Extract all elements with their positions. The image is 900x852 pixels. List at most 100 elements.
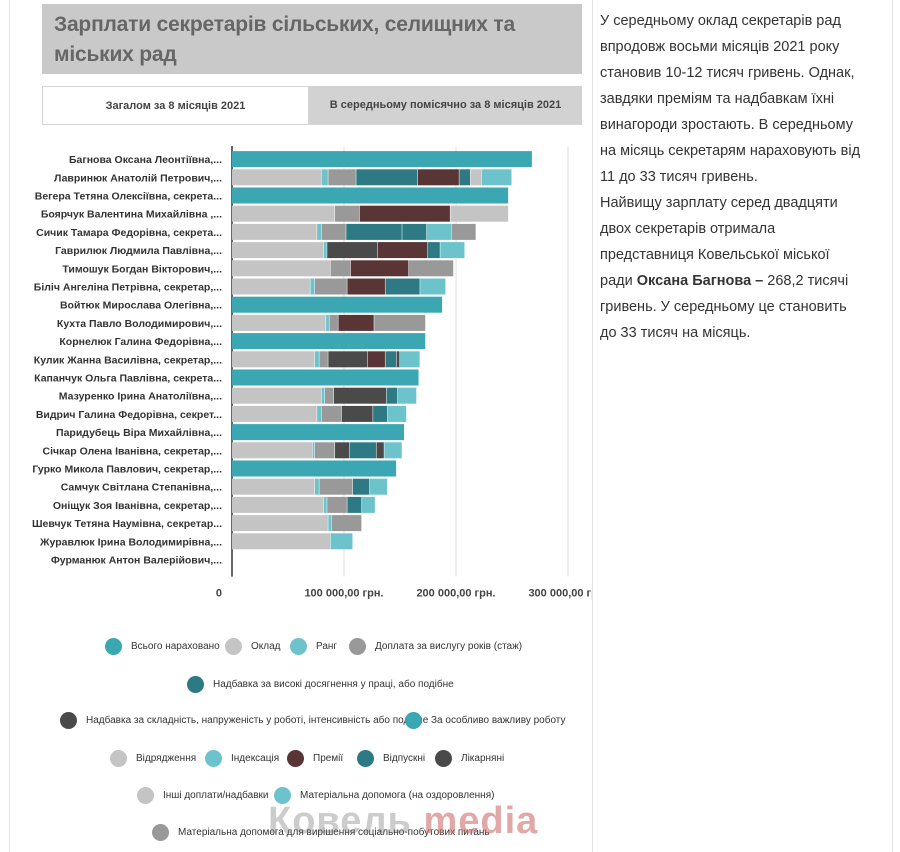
- side-paragraph-1: У середньому оклад секретарів рад впродо…: [600, 13, 861, 185]
- category-label: Самчук Світлана Степанівна,...: [61, 482, 222, 494]
- category-label: Кухта Павло Володимирович,...: [57, 318, 222, 330]
- legend-item[interactable]: Доплата за вислугу років (стаж): [349, 638, 522, 655]
- bar-segment: [356, 169, 418, 186]
- watermark-part-1: Ковель: [268, 800, 424, 842]
- legend-item[interactable]: Ранг: [290, 638, 337, 655]
- legend-dot-icon: [152, 824, 169, 841]
- legend-item[interactable]: Матеріальна допомога для вирішення соціа…: [152, 824, 490, 841]
- legend-label: Індексація: [231, 753, 280, 764]
- bar-segment: [377, 242, 428, 259]
- x-tick-label: 200 000,00 грн.: [416, 588, 495, 600]
- legend-item[interactable]: За особливо важливу роботу: [405, 712, 565, 729]
- bar-segment: [330, 533, 353, 550]
- chart-title: Зарплати секретарів сільських, селищних …: [54, 13, 515, 66]
- bar-segment: [232, 533, 331, 550]
- legend-item[interactable]: Оклад: [225, 638, 281, 655]
- bar-segment: [232, 187, 509, 204]
- x-tick-label: 0: [216, 588, 222, 600]
- legend-dot-icon: [60, 712, 77, 729]
- legend-label: Інші доплати/надбавки: [163, 790, 269, 801]
- bar-segment: [331, 515, 362, 532]
- chart-panel: Зарплати секретарів сільських, селищних …: [32, 4, 592, 841]
- bar-segment: [373, 405, 388, 422]
- bar-segment: [323, 242, 327, 259]
- bar-segment: [321, 223, 346, 240]
- bar-segment: [451, 223, 476, 240]
- frame-line-mid: [592, 0, 593, 852]
- category-label: Паридубець Віра Михайлівна,...: [56, 427, 222, 439]
- bar-segment: [232, 333, 426, 350]
- legend-item[interactable]: Індексація: [205, 750, 279, 767]
- title-box: Зарплати секретарів сільських, селищних …: [42, 4, 582, 74]
- bar-segment: [232, 314, 326, 331]
- legend-item[interactable]: Інші доплати/надбавки: [137, 787, 269, 804]
- category-label: Видрич Галина Федорівна, секрет...: [36, 409, 222, 421]
- legend-dot-icon: [187, 676, 204, 693]
- bar-segment: [361, 496, 375, 513]
- legend-label: Матеріальна допомога для вирішення соціа…: [178, 827, 490, 838]
- category-label: Журавлюк Ірина Володимирівна,...: [39, 536, 222, 548]
- bar-segment: [330, 260, 351, 277]
- stacked-bar-chart: 0 100 000,00 грн. 200 000,00 грн. 300 000,0…: [32, 146, 592, 600]
- bar-segment: [326, 314, 329, 331]
- bar-segment: [324, 387, 334, 404]
- category-label: Мазуренко Ірина Анатоліївна,...: [59, 391, 222, 403]
- legend-item[interactable]: Лікарняні: [435, 750, 504, 767]
- bar-segment: [352, 478, 370, 495]
- legend-dot-icon: [105, 638, 122, 655]
- tab-total-8-months[interactable]: Загалом за 8 місяців 2021: [42, 86, 309, 124]
- legend-label: Всього нараховано: [131, 641, 220, 652]
- legend-item[interactable]: Надбавка за складність, напруженість у р…: [60, 712, 428, 729]
- bar-segment: [321, 169, 328, 186]
- bar-segment: [232, 405, 317, 422]
- bar-segment: [470, 169, 482, 186]
- bar-segment: [232, 369, 419, 386]
- legend-label: Відрядження: [136, 753, 197, 764]
- legend-item[interactable]: Премії: [287, 750, 343, 767]
- tab-divider: [42, 124, 582, 125]
- legend-label: За особливо важливу роботу: [431, 715, 566, 726]
- bar-segment: [349, 442, 376, 459]
- category-label: Гаврилюк Людмила Павлівна,...: [55, 245, 222, 257]
- side-paragraph-2: Найвищу зарплату серед двадцяти двох сек…: [600, 190, 862, 346]
- bar-segment: [440, 242, 465, 259]
- legend-dot-icon: [137, 787, 154, 804]
- bar-segment: [333, 387, 387, 404]
- bar-segment: [400, 351, 420, 368]
- legend-item[interactable]: Надбавка за високі досягнення у праці, а…: [187, 676, 454, 693]
- bar-segment: [232, 478, 315, 495]
- bar-segment: [386, 387, 398, 404]
- legend-label: Відпускні: [383, 753, 426, 764]
- legend-item[interactable]: Матеріальна допомога (на оздоровлення): [274, 787, 494, 804]
- bar-segment: [367, 351, 385, 368]
- side-description: У середньому оклад секретарів рад впродо…: [600, 8, 862, 346]
- legend-label: Лікарняні: [461, 753, 505, 764]
- bar-segment: [328, 515, 332, 532]
- category-label: Боярчук Валентина Михайлівна ,...: [41, 209, 222, 221]
- tab-monthly-average[interactable]: В середньому помісячно за 8 місяців 2021: [309, 86, 582, 124]
- legend-dot-icon: [274, 787, 291, 804]
- legend-label: Надбавка за складність, напруженість у р…: [86, 715, 429, 726]
- bar-segment: [338, 314, 374, 331]
- bar-segment: [232, 242, 324, 259]
- bar-segment: [481, 169, 512, 186]
- legend-dot-icon: [357, 750, 374, 767]
- legend-item[interactable]: Відпускні: [357, 750, 425, 767]
- bar-segment: [232, 296, 443, 313]
- category-label: Корнелюк Галина Федорівна,...: [59, 336, 222, 348]
- bar-segment: [328, 169, 356, 186]
- bar-segment: [314, 478, 319, 495]
- category-label: Багнова Оксана Леонтіївна,...: [69, 154, 222, 166]
- side-paragraph-2-end: 268,2 тисячі гривень. У середньому це ст…: [600, 273, 849, 341]
- bar-segment: [408, 260, 454, 277]
- legend-item[interactable]: Всього нараховано: [105, 638, 220, 655]
- bar-segment: [346, 223, 402, 240]
- category-label: Войтюк Мирослава Олегівна,...: [60, 300, 222, 312]
- bar-segment: [321, 387, 325, 404]
- category-label: Вегера Тетяна Олексіївна, секрета...: [35, 191, 222, 203]
- legend-item[interactable]: Відрядження: [110, 750, 196, 767]
- category-label: Тимошук Богдан Вікторович,...: [62, 263, 222, 275]
- x-tick-label: 100 000,00 грн.: [304, 588, 383, 600]
- legend-label: Доплата за вислугу років (стаж): [375, 641, 523, 652]
- bar-segment: [232, 278, 310, 295]
